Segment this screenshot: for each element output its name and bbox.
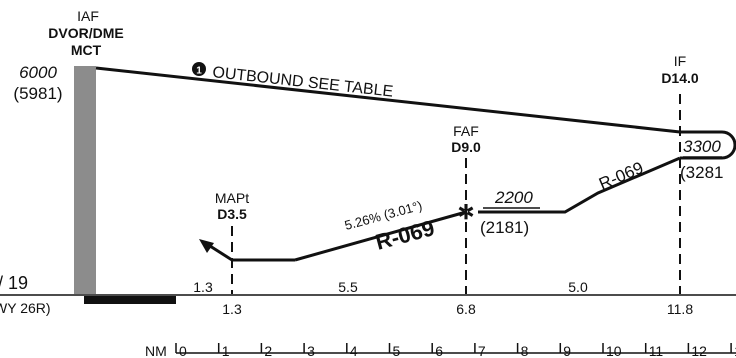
scale-tick-label: 4 — [350, 343, 358, 358]
iaf-altitude: 6000 — [19, 63, 57, 82]
runway-bar — [84, 296, 176, 304]
scale-tick-label: 8 — [521, 343, 529, 358]
outbound-note-text: OUTBOUND SEE TABLE — [212, 64, 394, 101]
procedure-turn-loop — [680, 130, 736, 160]
segment-distance-2: 5.5 — [338, 279, 358, 295]
upper-radial-label: R-069 — [596, 158, 646, 194]
scale-tick-label: 2 — [264, 343, 272, 358]
scale-ticks: 012345678910111213 — [175, 343, 736, 358]
if-label: IF — [674, 53, 686, 69]
iaf-code: MCT — [71, 42, 102, 58]
iaf-label: IAF — [77, 8, 99, 24]
step-down-path — [478, 156, 681, 214]
segment-distance-1: 1.3 — [193, 279, 213, 295]
scale-tick-label: 3 — [307, 343, 315, 358]
faf-maltese-cross-icon: ✲ — [458, 202, 475, 224]
scale-tick-label: 10 — [606, 343, 622, 358]
scale-unit-label: NM — [145, 343, 167, 358]
missed-approach-climb — [209, 244, 233, 262]
scale-tick-label: 6 — [435, 343, 443, 358]
dme-distance-faf: 6.8 — [456, 301, 476, 317]
mapt-label: MAPt — [215, 190, 249, 206]
scale-tick-label: 9 — [563, 343, 571, 358]
mapt-distance: D3.5 — [217, 206, 247, 222]
faf-distance: D9.0 — [451, 139, 481, 155]
iaf-altitude-bar — [74, 66, 96, 294]
iaf-navaid: DVOR/DME — [48, 25, 123, 41]
if-altitude-msl: (3281 — [680, 163, 723, 182]
note-marker-icon — [192, 62, 206, 76]
final-descent-line — [294, 210, 467, 262]
missed-approach-arrow-icon — [199, 239, 214, 253]
if-altitude: 3300 — [683, 137, 721, 156]
step-altitude-msl: (2181) — [480, 218, 529, 237]
outbound-track-line — [95, 66, 681, 134]
runway-name: WY 26R) — [0, 300, 51, 316]
scale-tick-label: 11 — [649, 343, 664, 358]
dme-distance-mapt: 1.3 — [222, 301, 242, 317]
scale-tick-label: 12 — [691, 343, 707, 358]
runway-number: / 19 — [0, 273, 28, 293]
segment-distance-3: 5.0 — [568, 279, 588, 295]
note-marker-number: 1 — [196, 66, 202, 77]
if-distance: D14.0 — [661, 70, 699, 86]
scale-tick-label: 5 — [393, 343, 401, 358]
faf-label: FAF — [453, 123, 479, 139]
scale-tick-label: 1 — [222, 343, 230, 358]
iaf-altitude-msl: (5981) — [13, 84, 62, 103]
scale-tick-label: 0 — [179, 343, 187, 358]
scale-tick-label: 7 — [478, 343, 486, 358]
dme-distance-if: 11.8 — [667, 301, 693, 317]
scale-tick-label: 13 — [734, 343, 736, 358]
step-altitude: 2200 — [494, 188, 533, 207]
